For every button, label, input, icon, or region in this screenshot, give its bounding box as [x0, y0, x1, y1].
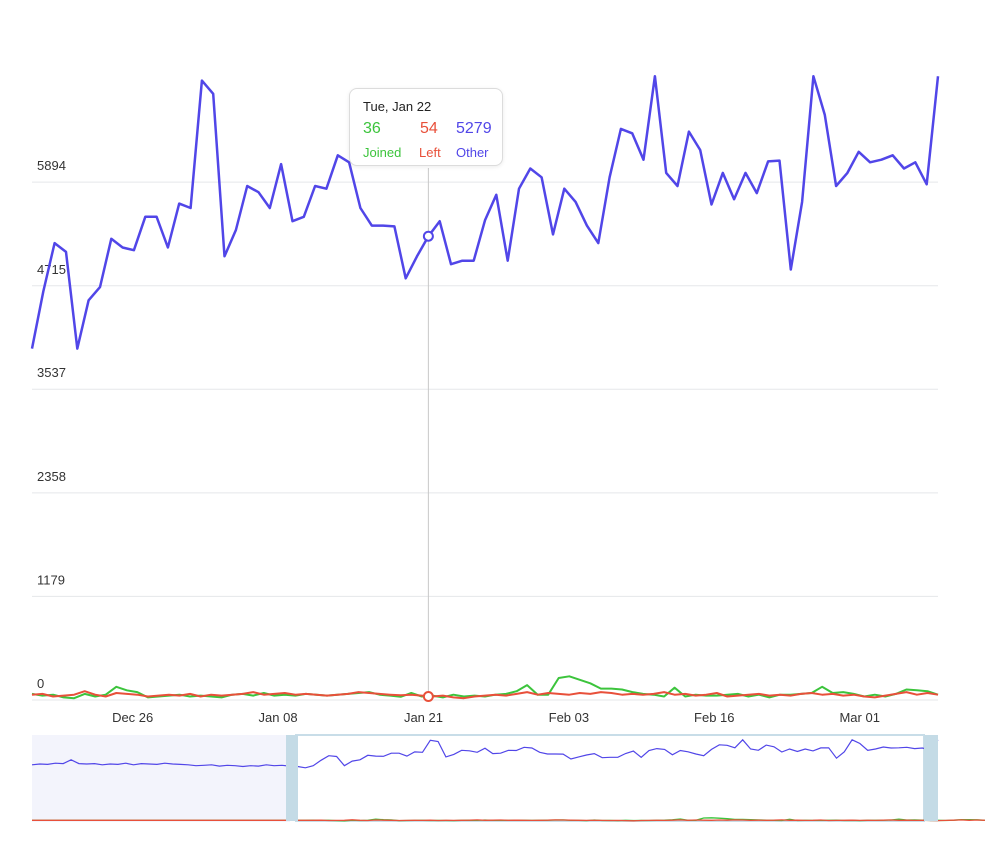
marker-left: [424, 692, 433, 701]
y-tick-label: 1179: [37, 572, 65, 587]
navigator-line-left: [32, 820, 985, 821]
tooltip: Tue, Jan 22 36 54 5279 Joined Left Other: [349, 88, 503, 166]
x-tick-label: Dec 26: [112, 710, 153, 725]
x-tick-label: Feb 03: [549, 710, 589, 725]
x-tick-label: Jan 21: [404, 710, 443, 725]
y-tick-label: 4715: [37, 262, 66, 277]
x-tick-label: Jan 08: [259, 710, 298, 725]
marker-other: [424, 232, 433, 241]
tooltip-joined-value: 36: [363, 120, 381, 138]
y-tick-label: 0: [37, 676, 44, 691]
y-tick-label: 5894: [37, 158, 66, 173]
tooltip-joined-label: Joined: [363, 145, 401, 160]
x-axis-ticks: Dec 26 Jan 08 Jan 21 Feb 03 Feb 16 Mar 01: [112, 710, 880, 725]
tooltip-left-label: Left: [419, 145, 441, 160]
series-lines: [32, 76, 938, 698]
x-tick-label: Mar 01: [839, 710, 879, 725]
tooltip-other-value: 5279: [456, 120, 492, 138]
navigator-handle-right[interactable]: [924, 735, 938, 821]
y-tick-label: 3537: [37, 365, 66, 380]
navigator-handle-left[interactable]: [286, 735, 298, 821]
grid-lines: [32, 182, 938, 700]
x-tick-label: Feb 16: [694, 710, 734, 725]
tooltip-other-label: Other: [456, 145, 489, 160]
tooltip-date: Tue, Jan 22: [363, 99, 431, 114]
y-axis-ticks: 0 1179 2358 3537 4715 5894: [37, 158, 66, 691]
y-tick-label: 2358: [37, 469, 66, 484]
navigator-window[interactable]: [296, 735, 924, 821]
navigator[interactable]: [32, 735, 985, 822]
tooltip-left-value: 54: [420, 120, 438, 138]
navigator-unselected-left: [32, 735, 290, 822]
